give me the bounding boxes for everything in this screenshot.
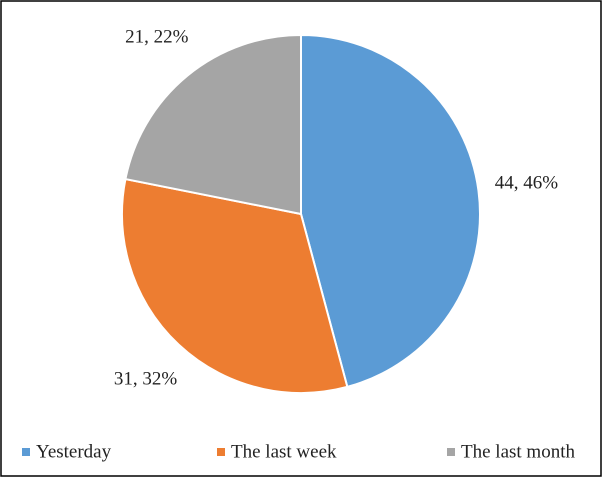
pie-slice (124, 33, 302, 216)
pie-slice (300, 33, 481, 389)
legend-label: The last month (461, 441, 575, 462)
legend-label: The last week (231, 441, 337, 462)
pie-slice (121, 177, 349, 394)
legend-swatch (217, 448, 225, 456)
legend-swatch (22, 448, 30, 456)
data-label: 31, 32% (114, 368, 178, 389)
data-label: 21, 22% (125, 27, 189, 48)
legend-swatch (447, 448, 455, 456)
legend-label: Yesterday (36, 441, 112, 462)
data-label: 44, 46% (495, 173, 559, 194)
